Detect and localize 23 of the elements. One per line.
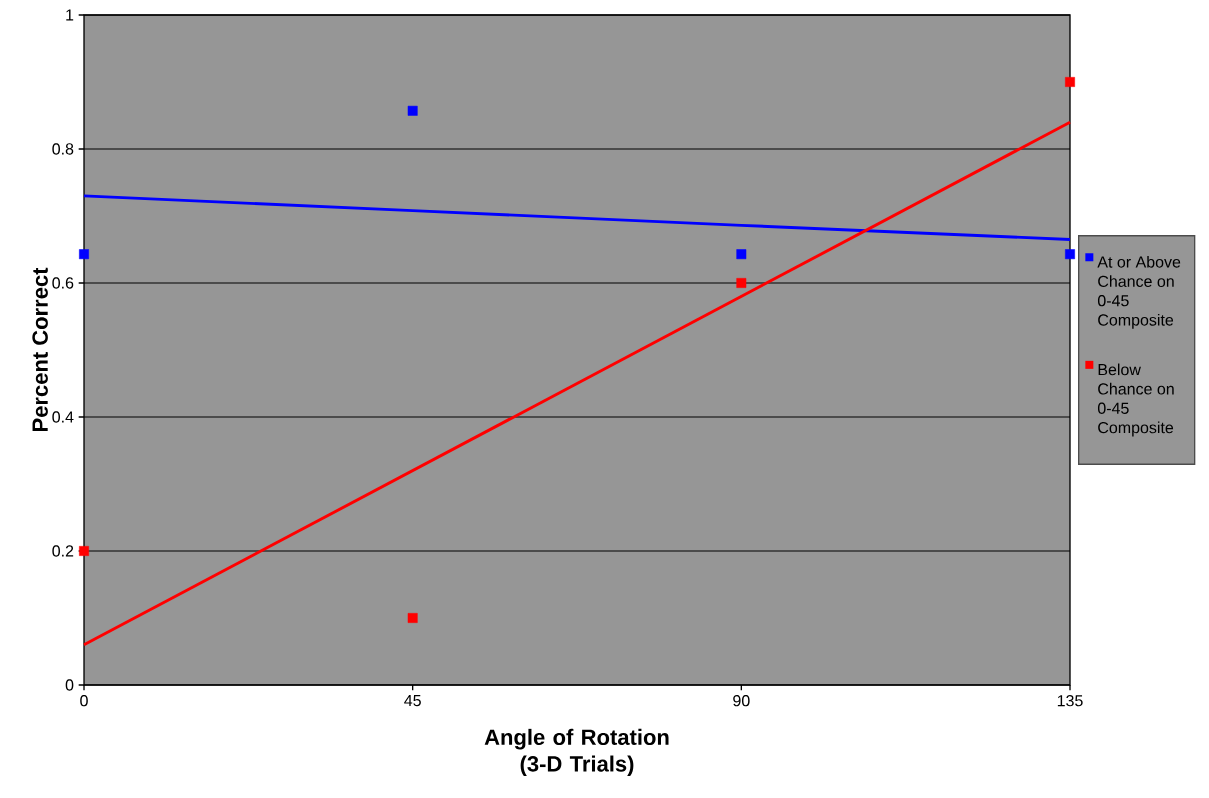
y-tick-label: 0 — [65, 679, 74, 691]
y-tick-label: 0.8 — [52, 143, 74, 155]
y-tick-label: 0.2 — [52, 545, 74, 557]
point — [407, 613, 418, 623]
x-axis-title: Angle of Rotation (3-D Trials) — [484, 728, 669, 777]
point — [736, 249, 747, 260]
legend-label: At or Above Chance on 0-45 Composite — [1097, 255, 1181, 329]
y-tick-label: 1 — [66, 9, 74, 21]
legend-label: Below Chance on 0-45 Composite — [1097, 363, 1174, 437]
x-tick-label: 0 — [80, 695, 88, 707]
line-series — [82, 194, 1072, 241]
y-axis-title: Percent Correct — [32, 267, 48, 432]
x-tick-label: 45 — [404, 695, 421, 707]
x-tick-label: 135 — [1057, 695, 1083, 707]
point — [407, 105, 418, 116]
y-tick-label: 0.6 — [52, 277, 74, 289]
point — [1065, 249, 1075, 260]
point — [736, 278, 747, 288]
y-tick-label: 0.4 — [52, 411, 74, 423]
x-tick-label: 90 — [733, 695, 750, 707]
point — [1065, 77, 1075, 87]
point — [79, 249, 89, 260]
point — [79, 546, 89, 556]
